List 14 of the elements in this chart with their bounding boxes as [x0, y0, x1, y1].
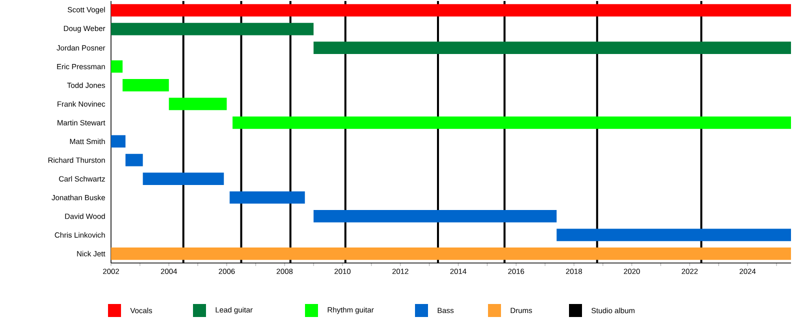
bar [111, 247, 791, 260]
bar [111, 22, 314, 36]
bar [314, 42, 791, 54]
bar [230, 191, 305, 204]
bar [314, 210, 557, 222]
bar [556, 228, 791, 242]
bar [232, 116, 791, 129]
bar [142, 172, 224, 185]
bar [168, 98, 227, 110]
bar [122, 79, 169, 92]
bar [111, 4, 791, 17]
bar [111, 135, 126, 148]
bar [111, 60, 123, 73]
bar [125, 154, 143, 166]
